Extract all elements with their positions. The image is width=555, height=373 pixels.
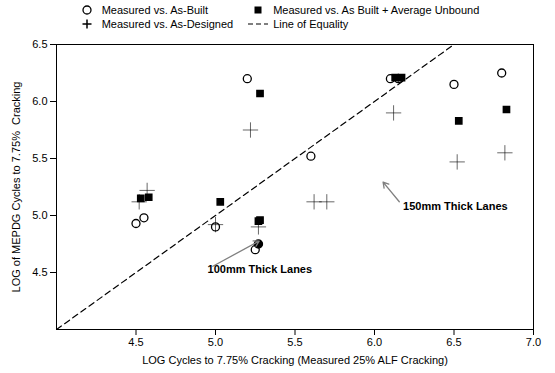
html-text:Measured vs. As-Built: Measured vs. As-Built	[101, 4, 208, 16]
svg-text:6.0: 6.0	[32, 95, 47, 107]
html-text:Measured vs. As Built + Averag: Measured vs. As Built + Average Unbound	[273, 4, 480, 16]
svg-text:4.5: 4.5	[32, 266, 47, 278]
svg-text:7.0: 7.0	[526, 336, 541, 348]
svg-text:4.5: 4.5	[128, 336, 143, 348]
svg-text:LOG of MEPDG Cycles to 7.75%: LOG of MEPDG Cycles to 7.75% Cracking	[10, 82, 22, 293]
svg-text:6.5: 6.5	[32, 38, 47, 50]
svg-text:100mm Thick Lanes: 100mm Thick Lanes	[208, 263, 313, 275]
svg-text:150mm Thick Lanes: 150mm Thick Lanes	[403, 200, 508, 212]
svg-text:5.0: 5.0	[32, 209, 47, 221]
svg-text:6.5: 6.5	[446, 336, 461, 348]
svg-text:5.5: 5.5	[287, 336, 302, 348]
svg-text:5.0: 5.0	[208, 336, 223, 348]
svg-text:5.5: 5.5	[32, 152, 47, 164]
html-text:Line of Equality: Line of Equality	[273, 18, 349, 30]
svg-text:6.0: 6.0	[367, 336, 382, 348]
html-text:Measured vs. As-Designed: Measured vs. As-Designed	[101, 18, 234, 30]
svg-text:LOG Cycles to 7.75% Cracking (: LOG Cycles to 7.75% Cracking (Measured 2…	[142, 354, 448, 366]
